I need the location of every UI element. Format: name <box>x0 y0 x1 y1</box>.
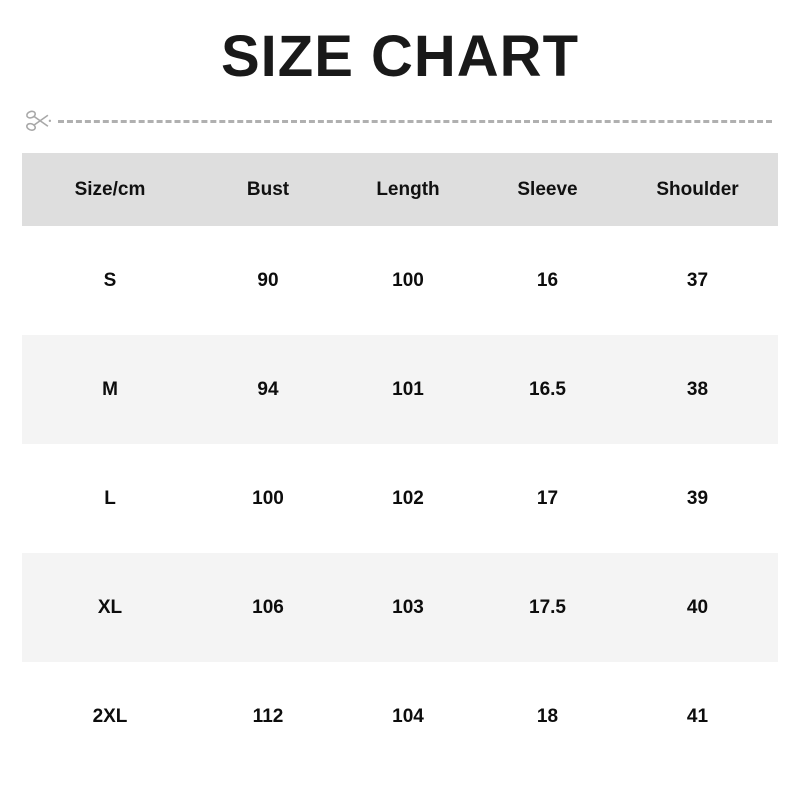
cell-bust: 106 <box>198 553 338 662</box>
cell-bust: 94 <box>198 335 338 444</box>
cell-sleeve: 18 <box>478 662 617 771</box>
cell-shoulder: 41 <box>617 662 778 771</box>
table-row: 2XL 112 104 18 41 <box>22 662 778 771</box>
cut-line <box>22 104 778 138</box>
table-row: XL 106 103 17.5 40 <box>22 553 778 662</box>
page-title: SIZE CHART <box>221 24 579 89</box>
cell-length: 100 <box>338 226 478 335</box>
cell-length: 101 <box>338 335 478 444</box>
column-header-length: Length <box>338 153 478 226</box>
cell-sleeve: 16.5 <box>478 335 617 444</box>
column-header-size: Size/cm <box>22 153 198 226</box>
size-chart-table: Size/cm Bust Length Sleeve Shoulder S 90… <box>22 153 778 771</box>
cell-size: L <box>22 444 198 553</box>
cell-shoulder: 38 <box>617 335 778 444</box>
table-header-row: Size/cm Bust Length Sleeve Shoulder <box>22 153 778 226</box>
table-body: S 90 100 16 37 M 94 101 16.5 38 L 100 10… <box>22 226 778 771</box>
dashed-cut-line <box>58 119 772 123</box>
cell-sleeve: 17 <box>478 444 617 553</box>
cell-bust: 90 <box>198 226 338 335</box>
table-row: L 100 102 17 39 <box>22 444 778 553</box>
cell-shoulder: 37 <box>617 226 778 335</box>
cell-shoulder: 39 <box>617 444 778 553</box>
cell-bust: 100 <box>198 444 338 553</box>
cell-shoulder: 40 <box>617 553 778 662</box>
column-header-sleeve: Sleeve <box>478 153 617 226</box>
table-row: M 94 101 16.5 38 <box>22 335 778 444</box>
scissors-icon <box>22 104 56 138</box>
cell-bust: 112 <box>198 662 338 771</box>
cell-length: 104 <box>338 662 478 771</box>
cell-length: 103 <box>338 553 478 662</box>
column-header-shoulder: Shoulder <box>617 153 778 226</box>
cell-length: 102 <box>338 444 478 553</box>
column-header-bust: Bust <box>198 153 338 226</box>
table-row: S 90 100 16 37 <box>22 226 778 335</box>
cell-size: 2XL <box>22 662 198 771</box>
cell-size: S <box>22 226 198 335</box>
table-header: Size/cm Bust Length Sleeve Shoulder <box>22 153 778 226</box>
cell-size: XL <box>22 553 198 662</box>
page-title-container: SIZE CHART <box>0 26 800 88</box>
cell-sleeve: 16 <box>478 226 617 335</box>
cell-size: M <box>22 335 198 444</box>
cell-sleeve: 17.5 <box>478 553 617 662</box>
